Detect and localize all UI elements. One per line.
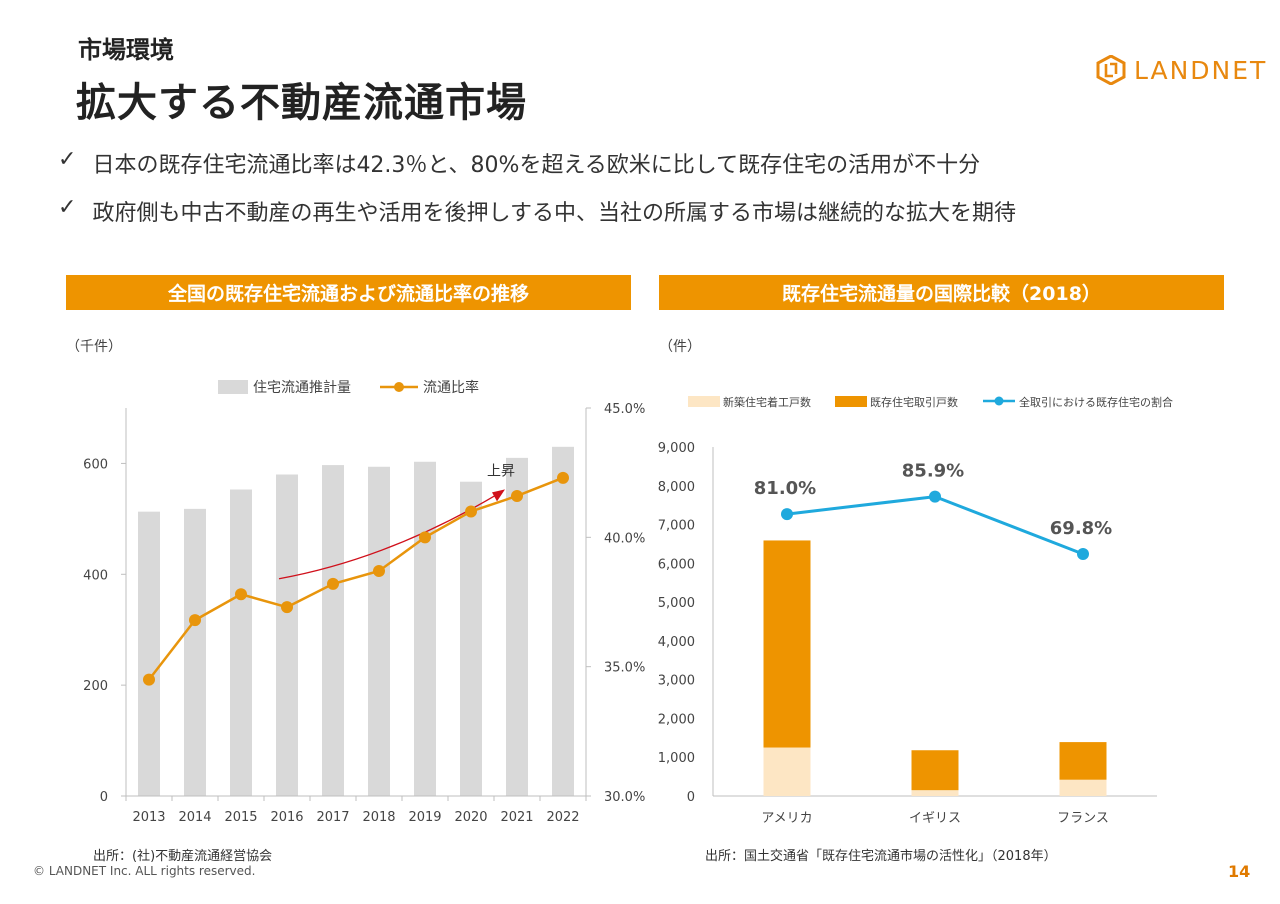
ratio-point-2022	[557, 471, 569, 484]
left-chart: 住宅流通推計量 流通比率 0 200 400 600 30.0% 35.0% 40.0% 45.0…	[83, 379, 645, 825]
x-tick-label: 2014	[178, 810, 211, 825]
ratio-point-2021	[511, 489, 523, 502]
y-tick-label: 6,000	[658, 557, 695, 572]
bar-new-アメリカ	[763, 747, 811, 796]
bar-existing-アメリカ	[763, 540, 811, 748]
bar-2013	[138, 511, 160, 796]
y-tick-label: 2,000	[658, 712, 695, 727]
bar-2018	[368, 466, 390, 796]
legend-swatch-existing	[835, 396, 867, 407]
y-left-tick-label: 400	[83, 568, 108, 583]
ratio-point-2019	[419, 531, 431, 544]
logo: LANDNET	[1096, 55, 1267, 85]
x-tick-label: 2019	[408, 810, 441, 825]
ratio-point-2017	[327, 577, 339, 590]
y-tick-label: 1,000	[658, 751, 695, 766]
share-point-アメリカ	[781, 508, 793, 521]
ratio-point-2015	[235, 588, 247, 601]
y-tick-label: 3,000	[658, 674, 695, 689]
right-chart-header: 既存住宅流通量の国際比較（2018）	[659, 275, 1224, 310]
y-tick-label: 7,000	[658, 519, 695, 534]
legend-label-share: 全取引における既存住宅の割合	[1019, 395, 1173, 409]
ratio-point-2018	[373, 564, 385, 577]
share-label: 69.8%	[1050, 518, 1112, 539]
bar-new-フランス	[1059, 779, 1107, 796]
bar-2022	[552, 446, 574, 796]
y-right-tick-label: 30.0%	[604, 790, 645, 805]
x-tick-label: 2018	[362, 810, 395, 825]
bar-2021	[506, 457, 528, 796]
x-tick-label: 2020	[454, 810, 487, 825]
bullet-1: ✓ 日本の既存住宅流通比率は42.3％と、80%を超える欧米に比して既存住宅の活…	[58, 147, 980, 179]
y-tick-label: 5,000	[658, 596, 695, 611]
legend-label-new: 新築住宅着工戸数	[723, 395, 811, 409]
bar-existing-フランス	[1059, 742, 1107, 780]
y-tick-label: 4,000	[658, 635, 695, 650]
y-right-tick-label: 45.0%	[604, 402, 645, 417]
y-tick-label: 8,000	[658, 480, 695, 495]
legend-label-existing: 既存住宅取引戸数	[870, 395, 958, 409]
bullet-2: ✓ 政府側も中古不動産の再生や活用を後押しする中、当社の所属する市場は継続的な拡…	[58, 195, 1016, 227]
ratio-point-2013	[143, 673, 155, 686]
share-label: 81.0%	[754, 478, 816, 499]
bullet-text: 日本の既存住宅流通比率は42.3％と、80%を超える欧米に比して既存住宅の活用が…	[92, 153, 981, 178]
right-chart: 新築住宅着工戸数 既存住宅取引戸数 全取引における既存住宅の割合 0 1,000 2,00…	[658, 395, 1173, 826]
x-tick-label: フランス	[1057, 811, 1109, 826]
x-tick-label: 2013	[132, 810, 165, 825]
ratio-point-2016	[281, 601, 293, 614]
ratio-line	[148, 476, 564, 681]
y-left-tick-label: 200	[83, 679, 108, 694]
bar-2019	[414, 461, 436, 796]
right-unit-label: （件）	[659, 339, 701, 355]
x-tick-label: イギリス	[909, 811, 961, 826]
x-tick-label: 2015	[224, 810, 257, 825]
y-tick-label: 9,000	[658, 441, 695, 456]
bar-new-イギリス	[911, 790, 959, 796]
right-source: 出所：国土交通省「既存住宅流通市場の活性化」（2018年）	[705, 849, 1057, 864]
trend-arrow-head	[492, 489, 505, 502]
bar-2016	[276, 474, 298, 796]
legend-swatch-new	[688, 396, 720, 407]
logo-icon	[1096, 55, 1126, 85]
left-chart-header: 全国の既存住宅流通および流通比率の推移	[66, 275, 631, 310]
bar-2020	[460, 481, 482, 796]
x-tick-label: アメリカ	[761, 811, 812, 826]
legend-marker-ratio	[394, 382, 404, 392]
x-tick-label: 2016	[270, 810, 303, 825]
check-icon: ✓	[58, 195, 77, 220]
legend-label-ratio: 流通比率	[423, 379, 479, 396]
x-tick-label: 2017	[316, 810, 349, 825]
ratio-point-2020	[465, 505, 477, 518]
share-point-フランス	[1077, 547, 1089, 560]
legend-label-bars: 住宅流通推計量	[253, 380, 351, 396]
bullet-text: 政府側も中古不動産の再生や活用を後押しする中、当社の所属する市場は継続的な拡大を…	[92, 201, 1017, 226]
share-point-イギリス	[929, 490, 941, 503]
share-label: 85.9%	[902, 461, 964, 482]
trend-annotation: 上昇	[487, 463, 515, 479]
bar-existing-イギリス	[911, 750, 959, 791]
legend-swatch-bars	[218, 380, 248, 394]
bar-2017	[322, 465, 344, 796]
y-right-tick-label: 40.0%	[604, 531, 645, 546]
y-left-tick-label: 0	[100, 790, 108, 805]
y-right-tick-label: 35.0%	[604, 661, 645, 676]
bar-2015	[230, 489, 252, 796]
page-number: 14	[1228, 862, 1251, 881]
left-source: 出所：(社)不動産流通経営協会	[93, 849, 273, 864]
y-tick-label: 0	[687, 790, 695, 805]
copyright: © LANDNET Inc. ALL rights reserved.	[33, 864, 256, 878]
logo-text: LANDNET	[1134, 55, 1268, 85]
page-title: 拡大する不動産流通市場	[76, 80, 527, 126]
share-line	[786, 495, 1084, 556]
x-tick-label: 2021	[500, 810, 533, 825]
ratio-point-2014	[189, 614, 201, 627]
left-unit-label: （千件）	[66, 339, 122, 355]
y-left-tick-label: 600	[83, 457, 108, 472]
check-icon: ✓	[58, 147, 77, 172]
section-label: 市場環境	[78, 36, 174, 64]
x-tick-label: 2022	[546, 810, 579, 825]
legend-marker-share	[994, 396, 1004, 406]
bar-2014	[184, 508, 206, 796]
